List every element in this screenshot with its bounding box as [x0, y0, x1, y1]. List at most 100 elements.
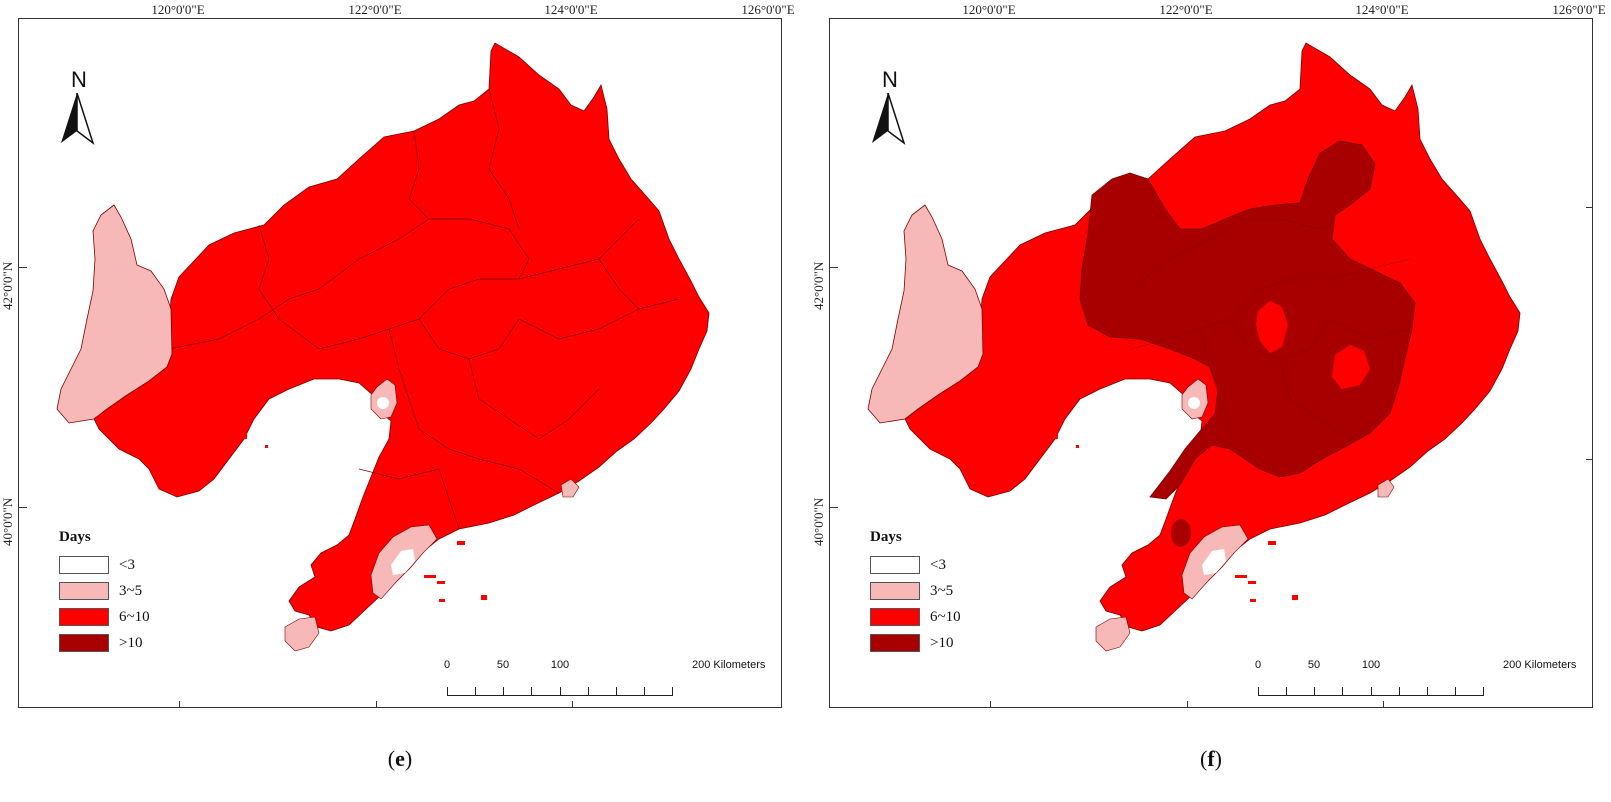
- region-white-south: [391, 549, 415, 575]
- legend-item: 3~5: [870, 578, 1010, 604]
- islands: [1054, 433, 1298, 602]
- region-3-5-east-spot: [1377, 478, 1395, 498]
- lat-tick: [1586, 459, 1592, 460]
- region-3-5-tip: [284, 616, 320, 652]
- north-arrow: N: [59, 67, 99, 147]
- scale-tick: [1399, 687, 1400, 695]
- legend-swatch: [870, 582, 920, 600]
- north-label: N: [71, 67, 87, 92]
- region-3-5-east-spot: [560, 478, 580, 498]
- legend-label: 3~5: [930, 582, 954, 599]
- panel-caption: (f): [1200, 746, 1222, 771]
- scale-tick: [475, 687, 476, 695]
- region-white-bay: [1188, 397, 1200, 409]
- legend-label: 3~5: [119, 582, 143, 599]
- legend-swatch: [59, 556, 109, 574]
- scale-label: 100: [550, 659, 570, 671]
- lon-label: 122°0'0"E: [348, 2, 402, 17]
- lon-label: 120°0'0"E: [962, 2, 1016, 17]
- scale-label: 200 Kilometers: [691, 659, 766, 671]
- lon-label: 120°0'0"E: [151, 2, 205, 17]
- region-6-10-hole: [1332, 345, 1370, 389]
- legend-swatch: [870, 608, 920, 626]
- scale-tick: [644, 687, 645, 695]
- lon-tick: [990, 701, 991, 707]
- scale-label: 0: [1254, 659, 1262, 671]
- legend-swatch: [870, 634, 920, 652]
- legend-label: <3: [930, 556, 946, 573]
- legend-item: 6~10: [59, 604, 199, 630]
- lat-tick: [19, 507, 27, 508]
- legend-item: >10: [59, 630, 199, 656]
- lon-tick: [1187, 701, 1188, 707]
- map-canvas: [867, 42, 1521, 652]
- scale-label: 50: [1307, 659, 1321, 671]
- legend-title: Days: [59, 529, 91, 545]
- scale-tick: [1483, 687, 1484, 695]
- lon-label: 122°0'0"E: [1159, 2, 1213, 17]
- map-canvas: [56, 42, 710, 652]
- north-arrow-icon: [61, 93, 95, 146]
- scale-tick: [672, 687, 673, 695]
- scale-tick: [1286, 687, 1287, 695]
- lon-tick: [376, 701, 377, 707]
- legend-item: <3: [59, 552, 199, 578]
- lon-label: 124°0'0"E: [544, 2, 598, 17]
- legend-label: >10: [930, 634, 954, 651]
- legend-label: <3: [119, 556, 135, 573]
- scale-bar: 0 50 100 200 Kilometers: [1250, 659, 1576, 707]
- lat-label: 40°0'0"N: [811, 497, 826, 546]
- legend-item: 6~10: [870, 604, 1010, 630]
- lat-label: 40°0'0"N: [0, 497, 15, 546]
- legend-swatch: [870, 556, 920, 574]
- legend-item: 3~5: [59, 578, 199, 604]
- lat-label: 42°0'0"N: [811, 261, 826, 310]
- scale-line: [447, 695, 673, 696]
- scale-tick: [1314, 687, 1315, 695]
- legend-swatch: [59, 582, 109, 600]
- legend-label: >10: [119, 634, 143, 651]
- lon-label: 126°0'0"E: [741, 2, 795, 17]
- scale-tick: [503, 687, 504, 695]
- scale-tick: [1427, 687, 1428, 695]
- scale-label: 100: [1361, 659, 1381, 671]
- legend-label: 6~10: [930, 608, 961, 625]
- scale-line: [1258, 695, 1484, 696]
- legend-swatch: [59, 634, 109, 652]
- north-arrow: N: [870, 67, 910, 147]
- lat-label: 42°0'0"N: [0, 261, 15, 310]
- lon-label: 124°0'0"E: [1355, 2, 1409, 17]
- lon-tick: [572, 701, 573, 707]
- legend-label: 6~10: [119, 608, 150, 625]
- region-6-10-hole: [1256, 301, 1288, 353]
- region-white-bay: [377, 397, 389, 409]
- north-label: N: [882, 67, 898, 92]
- region-white-south: [1202, 549, 1226, 575]
- map-frame: N Days <3 3~5 6~10 >10: [18, 18, 782, 708]
- map-panel-e: N Days <3 3~5 6~10 >10: [0, 0, 800, 802]
- lon-tick: [179, 701, 180, 707]
- scale-tick: [1455, 687, 1456, 695]
- region-3-5-west: [56, 204, 173, 424]
- legend-item: <3: [870, 552, 1010, 578]
- scale-label: 50: [496, 659, 510, 671]
- lat-tick: [1586, 207, 1592, 208]
- county-boundaries: [168, 88, 680, 530]
- map-frame: N Days <3 3~5 6~10 >10: [829, 18, 1593, 708]
- scale-tick: [560, 687, 561, 695]
- legend: Days <3 3~5 6~10 >10: [59, 529, 199, 656]
- lon-tick: [1383, 701, 1384, 707]
- legend: Days <3 3~5 6~10 >10: [870, 529, 1010, 656]
- legend-swatch: [59, 608, 109, 626]
- region-gt-10-spot: [1171, 519, 1191, 547]
- scale-tick: [1258, 687, 1259, 695]
- islands: [243, 433, 487, 602]
- scale-tick: [1371, 687, 1372, 695]
- scale-label: 0: [443, 659, 451, 671]
- county-boundaries: [1129, 218, 1411, 440]
- scale-tick: [1342, 687, 1343, 695]
- scale-tick: [616, 687, 617, 695]
- lat-tick: [830, 267, 838, 268]
- lat-tick: [830, 507, 838, 508]
- panel-caption: (e): [387, 746, 413, 771]
